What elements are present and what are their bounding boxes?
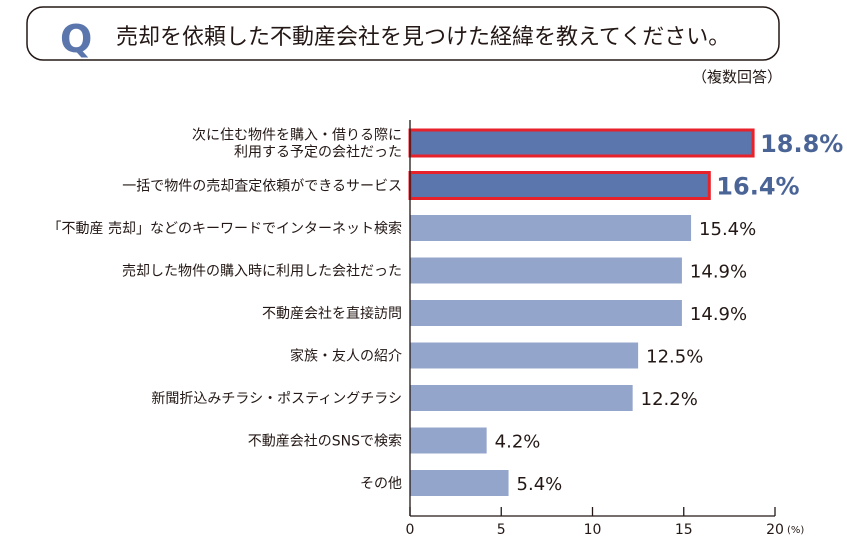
x-axis: 0 5 10 15 20 (%) <box>406 120 804 538</box>
data-label: 15.4% <box>699 219 756 240</box>
bar <box>410 427 487 454</box>
bar <box>410 300 682 326</box>
data-label: 4.2% <box>495 432 541 453</box>
multiple-answer-note: （複数回答） <box>692 68 782 86</box>
x-tick-label: 20 <box>766 522 784 538</box>
question-text: 売却を依頼した不動産会社を見つけた経緯を教えてください。 <box>116 25 730 50</box>
category-label: 不動産会社を直接訪問 <box>262 305 402 322</box>
bar <box>410 342 639 369</box>
bar <box>410 470 509 496</box>
data-label: 14.9% <box>690 304 747 325</box>
category-label: 「不動産 売却」などのキーワードでインターネット検索 <box>48 220 402 237</box>
x-tick-label: 10 <box>584 522 602 538</box>
x-tick-label: 5 <box>497 522 506 538</box>
category-label: 一括で物件の売却査定依頼ができるサービス <box>122 179 402 195</box>
category-label: 売却した物件の購入時に利用した会社だった <box>122 264 402 280</box>
x-tick-label: 0 <box>406 522 415 538</box>
category-label: 次に住む物件を購入・借りる際に <box>192 128 402 144</box>
data-label: 18.8% <box>760 130 843 158</box>
category-label: 利用する予定の会社だった <box>234 145 402 161</box>
bar <box>410 257 682 284</box>
data-label: 14.9% <box>690 262 747 283</box>
q-mark: Q <box>60 17 92 61</box>
x-tick-label: 15 <box>675 522 693 538</box>
bar <box>410 215 692 241</box>
data-label: 12.5% <box>646 347 703 368</box>
category-label: 新聞折込みチラシ・ポスティングチラシ <box>151 391 402 407</box>
bar <box>408 128 755 158</box>
data-label: 5.4% <box>517 474 563 495</box>
question-box <box>26 6 780 61</box>
x-unit-label: (%) <box>787 525 804 536</box>
data-label: 16.4% <box>716 173 799 201</box>
category-label: 不動産会社のSNSで検索 <box>248 433 402 450</box>
bar <box>410 385 633 411</box>
data-label: 12.2% <box>641 389 698 410</box>
bar <box>408 171 711 200</box>
category-label: その他 <box>360 476 402 492</box>
category-label: 家族・友人の紹介 <box>290 348 402 365</box>
